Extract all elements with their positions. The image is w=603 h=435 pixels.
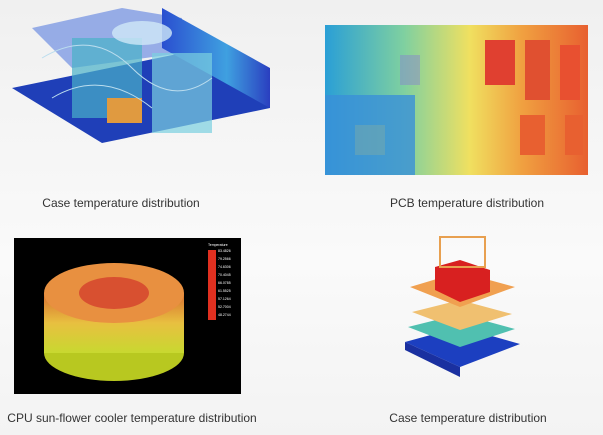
- caption: Case temperature distribution: [42, 196, 200, 210]
- legend-label: 52.7004: [218, 305, 231, 309]
- legend-label: 57.1264: [218, 297, 231, 301]
- caption: Case temperature distribution: [389, 411, 547, 425]
- legend-label: 66.0785: [218, 281, 231, 285]
- stack-image: [405, 236, 520, 377]
- case-image: [12, 8, 270, 143]
- cpu-image: Temperature 83.4826 79.2566 74.6306 70.4045…: [14, 238, 241, 394]
- legend-label: 79.2566: [218, 257, 231, 261]
- legend-title: Temperature: [208, 243, 228, 247]
- legend-label: 61.5525: [218, 289, 231, 293]
- caption: CPU sun-flower cooler temperature distri…: [7, 411, 257, 425]
- caption: PCB temperature distribution: [389, 196, 545, 210]
- legend-label: 48.2744: [218, 313, 231, 317]
- legend-label: 83.4826: [218, 249, 231, 253]
- legend-label: 70.4045: [218, 273, 231, 277]
- pcb-image: [325, 25, 588, 175]
- legend-label: 74.6306: [218, 265, 231, 269]
